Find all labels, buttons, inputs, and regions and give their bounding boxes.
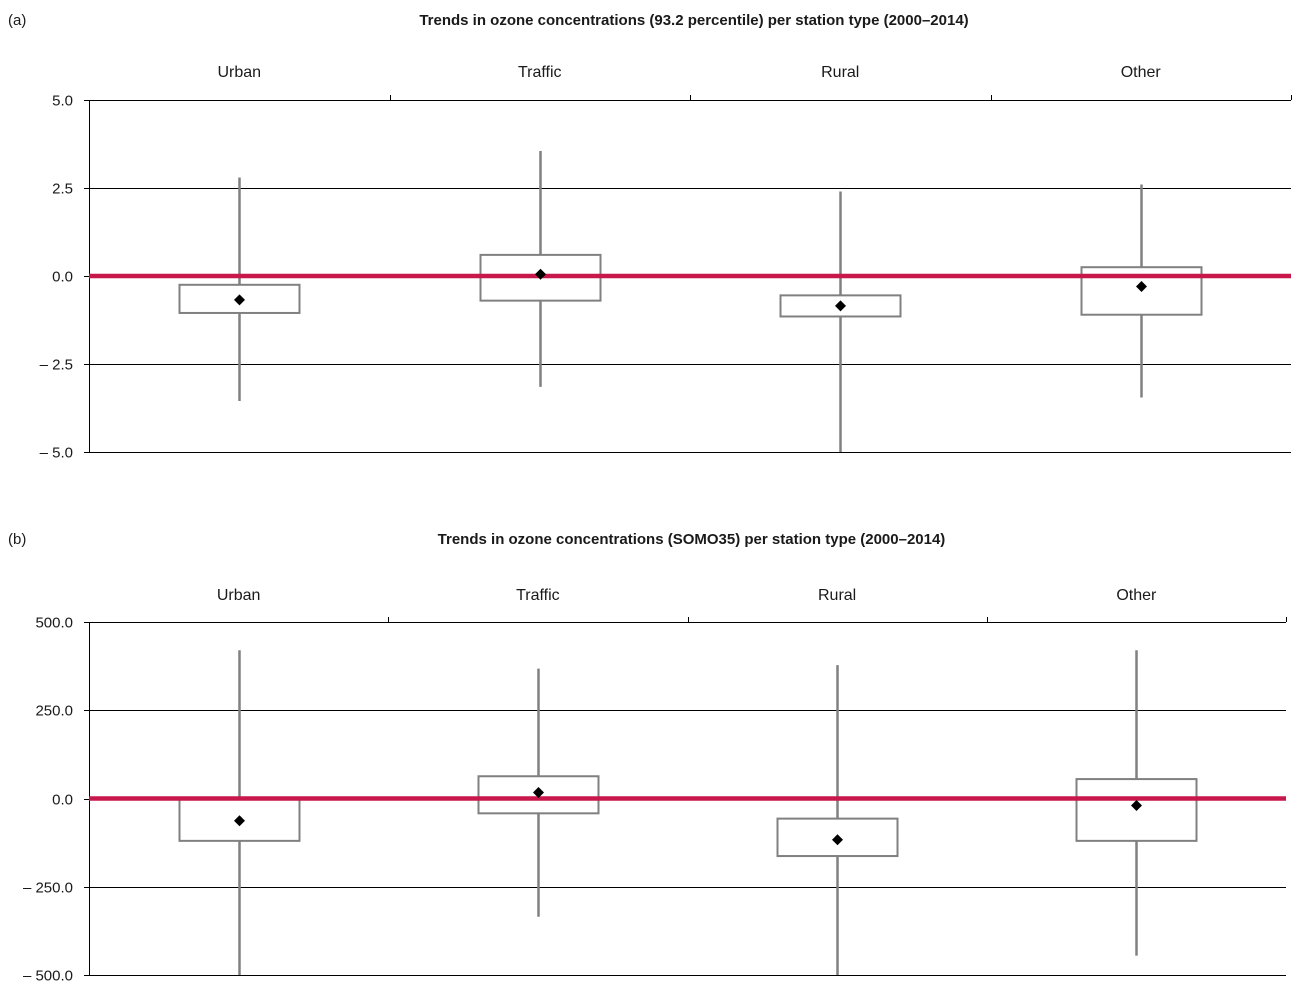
box-rural [779, 191, 902, 452]
box-iqr [178, 283, 301, 314]
x-category-label: Other [1116, 587, 1157, 604]
box-urban [178, 177, 301, 401]
x-category-label: Traffic [516, 587, 560, 604]
x-category-label: Urban [217, 64, 261, 81]
mean-marker [234, 294, 245, 306]
x-category-label: Other [1121, 64, 1162, 81]
chart-title: Trends in ozone concentrations (SOMO35) … [438, 531, 946, 548]
box-iqr [1080, 266, 1203, 316]
mean-marker [533, 786, 544, 798]
y-tick-label: 0.0 [52, 792, 73, 809]
x-category-label: Traffic [518, 64, 562, 81]
y-tick-label: – 250.0 [23, 880, 73, 897]
y-tick-label: 2.5 [52, 181, 73, 198]
panel-label: (b) [8, 531, 26, 548]
box-iqr [1075, 778, 1198, 842]
y-tick-label: 500.0 [35, 615, 73, 632]
y-tick-label: – 500.0 [23, 968, 73, 985]
y-tick-label: 0.0 [52, 269, 73, 286]
mean-marker [234, 815, 245, 827]
box-iqr [776, 817, 899, 858]
box-traffic [477, 668, 600, 917]
box-other [1075, 650, 1198, 956]
mean-marker [535, 268, 546, 280]
chart-title: Trends in ozone concentrations (93.2 per… [419, 12, 968, 29]
box-rural [776, 665, 899, 975]
y-tick-label: 5.0 [52, 93, 73, 110]
chart-panel-b: (b) Trends in ozone concentrations (SOMO3… [8, 531, 1287, 985]
y-tick-label: – 5.0 [40, 445, 73, 462]
y-tick-label: – 2.5 [40, 357, 73, 374]
box-iqr [477, 775, 600, 815]
box-iqr [779, 294, 902, 318]
x-category-label: Rural [821, 64, 859, 81]
x-category-label: Urban [217, 587, 261, 604]
mean-marker [832, 834, 843, 846]
panel-label: (a) [8, 12, 26, 29]
mean-marker [1136, 281, 1147, 293]
box-other [1080, 184, 1203, 398]
mean-marker [1131, 800, 1142, 812]
chart-panel-a: (a) Trends in ozone concentrations (93.2 … [8, 12, 1292, 462]
y-tick-label: 250.0 [35, 703, 73, 720]
box-urban [178, 650, 301, 975]
mean-marker [835, 300, 846, 312]
x-category-label: Rural [818, 587, 856, 604]
